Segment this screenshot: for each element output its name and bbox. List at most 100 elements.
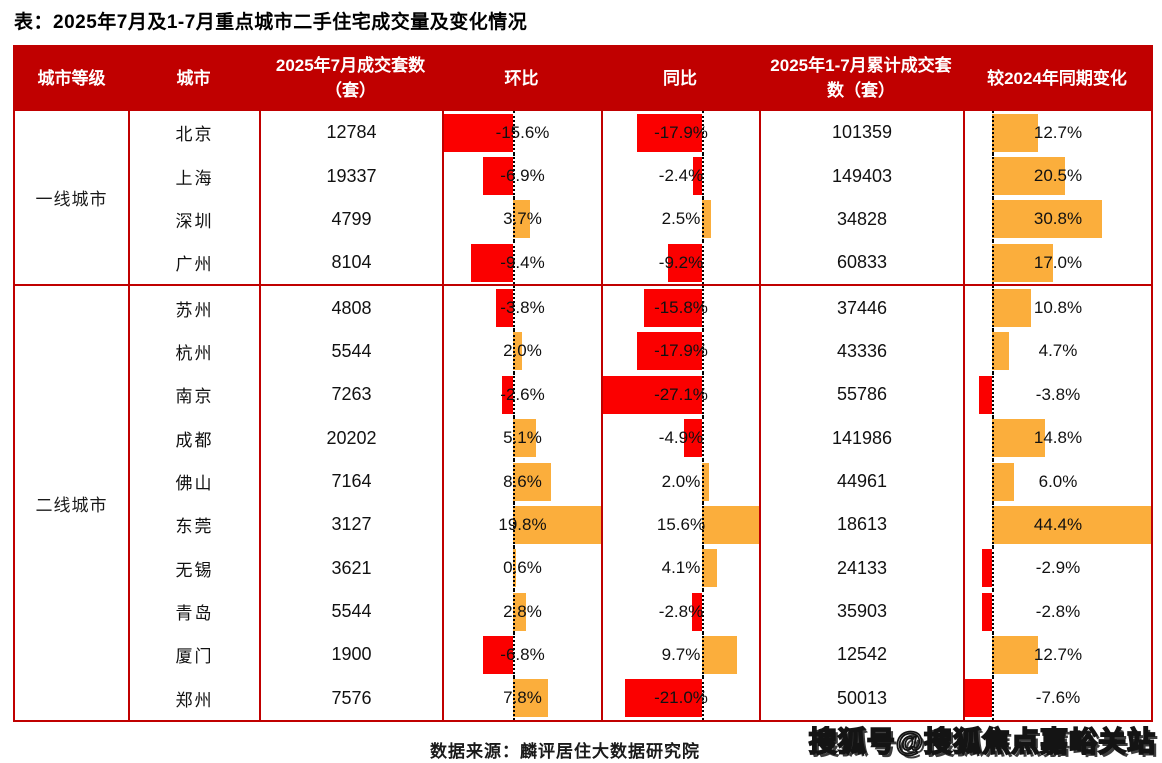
zero-axis-line: [513, 154, 516, 198]
table-row: 杭州 5544 2.0% -17.9% 43336 4.7%: [128, 329, 1151, 374]
yoy-pct-cell: -17.9%: [601, 111, 759, 155]
cum-change-pct-cell: 6.0%: [963, 459, 1151, 504]
cum-units: 101359: [759, 111, 963, 155]
positive-data-bar: [513, 462, 552, 501]
table-row: 北京 12784 -15.6% -17.9% 101359 12.7%: [128, 111, 1151, 155]
zero-axis-line: [513, 546, 516, 590]
table-row: 上海 19337 -6.9% -2.4% 149403 20.5%: [128, 154, 1151, 198]
zero-axis-line: [992, 154, 995, 198]
cum-change-pct-cell: 4.7%: [963, 329, 1151, 374]
mom-pct-cell: -6.9%: [442, 154, 601, 198]
city-name: 广州: [128, 241, 259, 285]
cum-change-pct-cell: 12.7%: [963, 111, 1151, 155]
cum-change-pct-cell: -2.8%: [963, 589, 1151, 634]
city-name-value: 成都: [175, 430, 214, 450]
july-units: 12784: [259, 111, 442, 155]
mom-pct-cell: 3.7%: [442, 197, 601, 242]
positive-data-bar: [513, 200, 530, 239]
positive-data-bar: [702, 505, 759, 544]
percent-value: 14.8%: [1033, 428, 1083, 448]
zero-axis-line: [513, 373, 516, 417]
city-name: 厦门: [128, 633, 259, 677]
july-units-value: 3127: [331, 514, 372, 535]
cum-change-pct-cell: 30.8%: [963, 197, 1151, 242]
zero-axis-line: [992, 373, 995, 417]
zero-axis-line: [702, 373, 704, 417]
negative-data-bar: [965, 679, 993, 718]
city-name-value: 深圳: [175, 211, 214, 231]
positive-data-bar: [702, 635, 738, 674]
cum-units: 149403: [759, 154, 963, 198]
yoy-pct-cell: -2.8%: [601, 589, 759, 634]
percent-value: -7.6%: [1035, 688, 1081, 708]
city-name-value: 青岛: [175, 604, 214, 624]
percent-value: -6.9%: [500, 166, 545, 186]
city-name: 青岛: [128, 589, 259, 634]
july-units: 3621: [259, 546, 442, 590]
positive-data-bar: [992, 243, 1053, 282]
zero-axis-line: [513, 676, 516, 721]
zero-axis-line: [513, 241, 516, 285]
zero-axis-line: [702, 633, 704, 677]
cum-units: 43336: [759, 329, 963, 374]
zero-axis-line: [513, 197, 516, 242]
negative-data-bar: [668, 243, 702, 282]
positive-data-bar: [992, 635, 1038, 674]
city-name: 深圳: [128, 197, 259, 242]
negative-data-bar: [496, 289, 514, 328]
header-city: 城市: [176, 68, 211, 88]
cum-change-pct-cell: 10.8%: [963, 286, 1151, 330]
positive-data-bar: [992, 419, 1046, 458]
negative-data-bar: [501, 375, 514, 414]
percent-value: 17.0%: [1033, 252, 1083, 272]
table-row: 深圳 4799 3.7% 2.5% 34828 30.8%: [128, 197, 1151, 242]
city-name-value: 广州: [175, 255, 214, 275]
zero-axis-line: [702, 286, 704, 330]
percent-value: 3.7%: [503, 209, 542, 229]
july-units: 19337: [259, 154, 442, 198]
zero-axis-line: [702, 241, 704, 285]
table-row: 东莞 3127 19.8% 15.6% 18613 44.4%: [128, 503, 1151, 547]
city-name: 北京: [128, 111, 259, 155]
zero-axis-line: [513, 286, 516, 330]
tier-group: 一线城市 北京 12784 -15.6% -17.9% 101359 12.7% 上海 1933…: [15, 111, 1151, 285]
july-units: 4799: [259, 197, 442, 242]
percent-value: 6.0%: [1038, 471, 1078, 491]
percent-value: 12.7%: [1033, 122, 1083, 142]
percent-value: -4.9%: [658, 428, 704, 448]
negative-data-bar: [693, 157, 702, 196]
cum-units: 141986: [759, 416, 963, 460]
percent-value: 8.6%: [503, 471, 542, 491]
negative-data-bar: [483, 635, 514, 674]
city-name-value: 佛山: [175, 474, 214, 494]
city-name: 东莞: [128, 503, 259, 547]
july-units-value: 1900: [331, 644, 372, 665]
cum-units: 35903: [759, 589, 963, 634]
cum-units: 34828: [759, 197, 963, 242]
positive-data-bar: [992, 289, 1031, 328]
cum-change-pct-cell: 12.7%: [963, 633, 1151, 677]
positive-data-bar: [513, 505, 601, 544]
cum-change-pct-cell: -7.6%: [963, 676, 1151, 721]
yoy-pct-cell: -9.2%: [601, 241, 759, 285]
cum-change-pct-cell: -2.9%: [963, 546, 1151, 590]
percent-value: -9.4%: [500, 252, 545, 272]
negative-data-bar: [684, 419, 702, 458]
percent-value: -3.8%: [1035, 384, 1081, 404]
percent-value: -2.6%: [500, 384, 545, 404]
mom-pct-cell: -15.6%: [442, 111, 601, 155]
cum-change-pct-cell: 17.0%: [963, 241, 1151, 285]
july-units-value: 8104: [331, 252, 372, 273]
cum-units: 55786: [759, 373, 963, 417]
cum-units-value: 50013: [836, 687, 888, 708]
percent-value: 2.0%: [661, 471, 701, 491]
zero-axis-line: [513, 111, 516, 155]
city-name-value: 南京: [175, 387, 214, 407]
city-name-value: 东莞: [175, 517, 214, 537]
zero-axis-line: [513, 633, 516, 677]
cum-units-value: 43336: [836, 340, 888, 361]
mom-pct-cell: -2.6%: [442, 373, 601, 417]
cum-units: 44961: [759, 459, 963, 504]
yoy-pct-cell: 15.6%: [601, 503, 759, 547]
